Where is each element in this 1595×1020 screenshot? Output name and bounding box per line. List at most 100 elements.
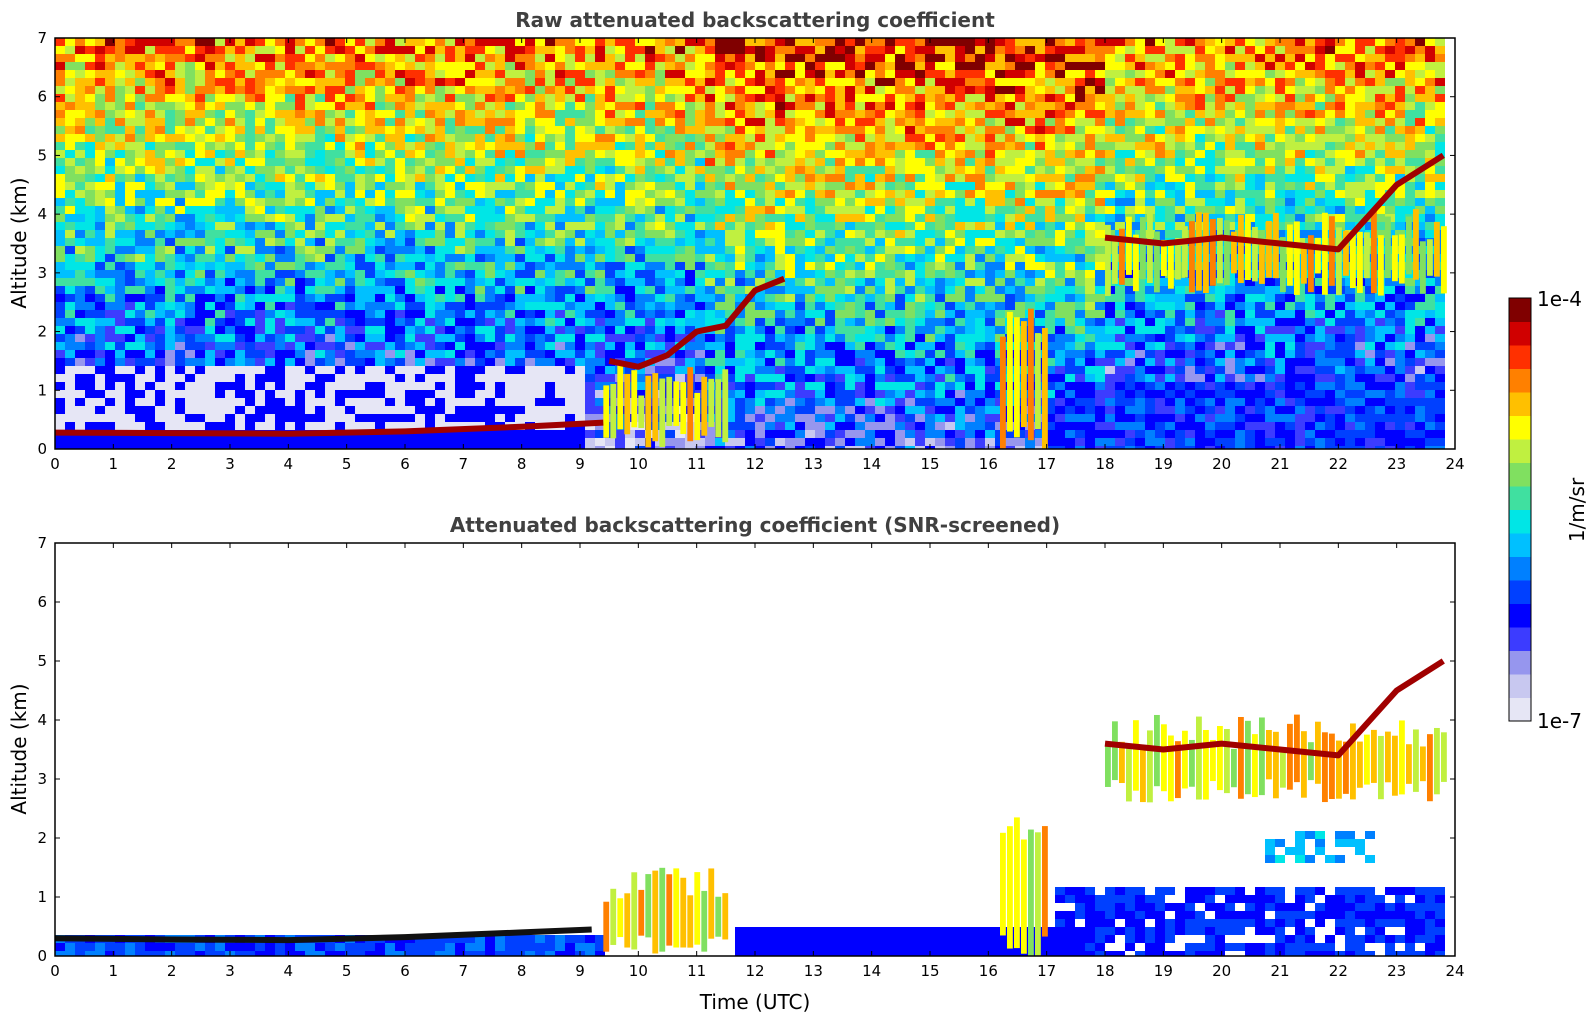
heatmap-cell [495,118,505,126]
heatmap-cell [465,190,475,198]
heatmap-cell [145,310,155,318]
heatmap-cell [545,334,555,342]
heatmap-cell [475,230,485,238]
heatmap-cell [165,302,175,310]
heatmap-cell [875,398,885,406]
heatmap-cell [215,78,225,86]
heatmap-cell [325,190,335,198]
heatmap-cell [805,422,815,430]
heatmap-cell [135,198,145,206]
heatmap-cell [565,134,575,142]
heatmap-cell [95,302,105,310]
heatmap-cell [405,270,415,278]
heatmap-cell [85,38,95,46]
heatmap-cell [1005,198,1015,206]
heatmap-cell [85,118,95,126]
heatmap-cell [595,86,605,94]
heatmap-cell [565,262,575,270]
heatmap-cell [465,166,475,174]
heatmap-cell [215,198,225,206]
heatmap-cell [845,118,855,126]
heatmap-cell [345,118,355,126]
heatmap-cell [675,62,685,70]
heatmap-cell [785,54,795,62]
heatmap-cell [805,318,815,326]
heatmap-cell [215,94,225,102]
heatmap-cell [205,334,215,342]
heatmap-cell [655,46,665,54]
heatmap-cell [845,46,855,54]
heatmap-cell [575,214,585,222]
heatmap-cell [525,294,535,302]
heatmap-cell [705,358,715,366]
heatmap-cell [905,46,915,54]
heatmap-cell [165,374,175,382]
heatmap-cell [395,230,405,238]
heatmap-cell [335,326,345,334]
heatmap-cell [135,438,145,446]
heatmap-cell [895,326,905,334]
heatmap-cell [105,126,115,134]
heatmap-cell [475,102,485,110]
heatmap-cell [765,246,775,254]
heatmap-cell [895,46,905,54]
heatmap-cell [435,86,445,94]
heatmap-cell [545,150,555,158]
heatmap-cell [665,262,675,270]
heatmap-cell [635,230,645,238]
heatmap-cell [755,270,765,278]
heatmap-cell [895,278,905,286]
heatmap-cell [955,62,965,70]
heatmap-cell [665,70,675,78]
heatmap-cell [865,118,875,126]
heatmap-cell [125,166,135,174]
heatmap-cell [755,182,765,190]
heatmap-cell [735,230,745,238]
heatmap-cell [955,358,965,366]
heatmap-cell [355,54,365,62]
heatmap-cell [1005,222,1015,230]
heatmap-cell [315,134,325,142]
heatmap-cell [635,142,645,150]
heatmap-cell [225,142,235,150]
heatmap-cell [825,262,835,270]
heatmap-cell [255,342,265,350]
heatmap-cell [785,38,795,46]
heatmap-cell [635,278,645,286]
heatmap-cell [145,230,155,238]
heatmap-cell [155,102,165,110]
heatmap-cell [775,438,785,446]
heatmap-cell [205,406,215,414]
heatmap-cell [665,334,675,342]
heatmap-cell [435,374,445,382]
heatmap-cell [935,414,945,422]
heatmap-cell [625,54,635,62]
heatmap-cell [105,438,115,446]
heatmap-cell [495,46,505,54]
heatmap-cell [945,142,955,150]
heatmap-cell [185,310,195,318]
heatmap-cell [995,262,1005,270]
heatmap-cell [645,118,655,126]
heatmap-cell [405,70,415,78]
heatmap-cell [465,174,475,182]
heatmap-cell [815,86,825,94]
heatmap-cell [235,446,245,449]
heatmap-cell [155,302,165,310]
heatmap-cell [915,382,925,390]
heatmap-cell [415,342,425,350]
heatmap-cell [985,294,995,302]
heatmap-cell [595,294,605,302]
heatmap-cell [65,446,75,449]
heatmap-cell [575,174,585,182]
heatmap-cell [885,326,895,334]
heatmap-cell [595,286,605,294]
heatmap-cell [755,158,765,166]
heatmap-cell [515,174,525,182]
heatmap-cell [805,46,815,54]
heatmap-cell [455,350,465,358]
heatmap-cell [675,358,685,366]
heatmap-cell [845,182,855,190]
heatmap-cell [585,70,595,78]
heatmap-cell [765,390,775,398]
